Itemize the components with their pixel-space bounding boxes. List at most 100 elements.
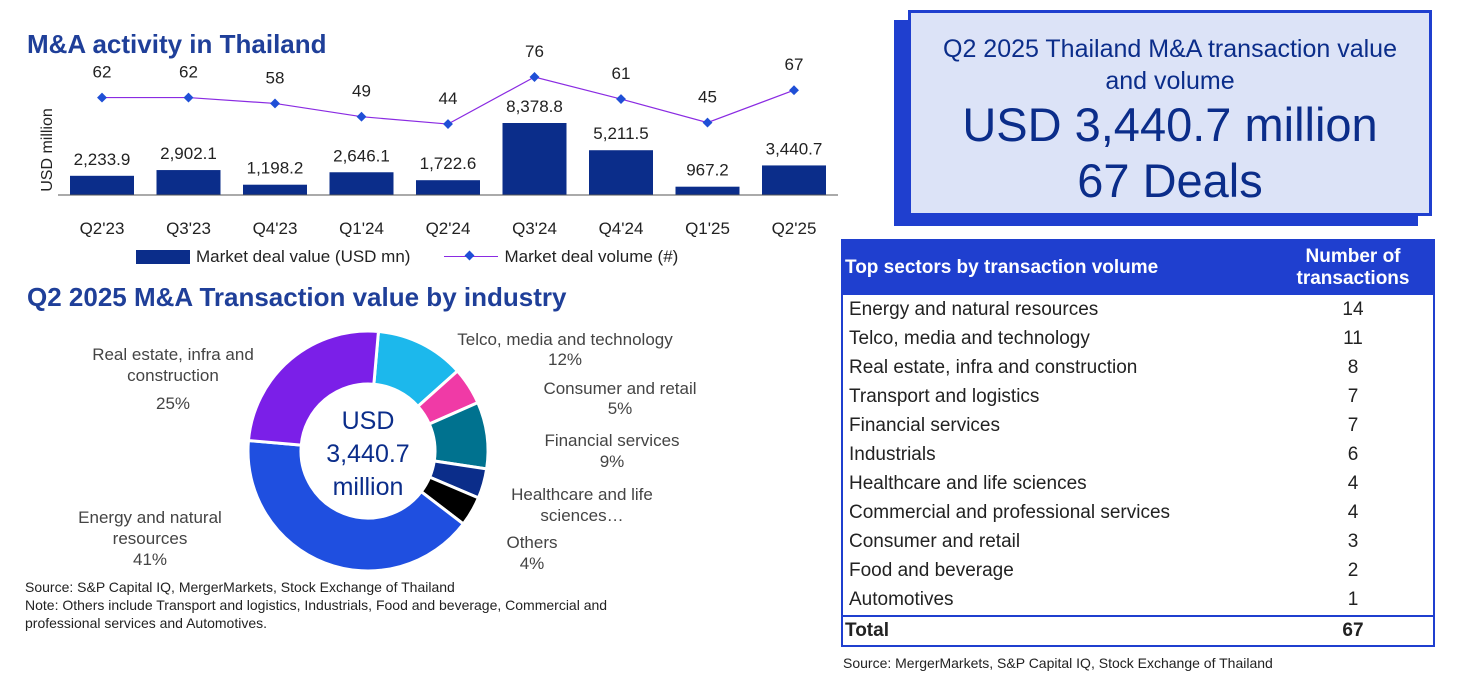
slice-name-label: Others bbox=[506, 533, 557, 552]
donut-center-label: million bbox=[333, 473, 404, 501]
slice-name-line: construction bbox=[127, 366, 219, 385]
industry-donut-chart: USD 3,440.7 million Telco, media and techn… bbox=[78, 329, 697, 573]
sector-table: Top sectors by transaction volume Number… bbox=[841, 239, 1435, 648]
x-tick-label: Q4'24 bbox=[599, 219, 644, 238]
kpi-box: Q2 2025 Thailand M&A transaction value a… bbox=[908, 10, 1432, 216]
row-count: 7 bbox=[1347, 385, 1359, 407]
slice-pct-label: 12% bbox=[548, 350, 582, 369]
volume-point bbox=[183, 92, 194, 103]
table-header: Top sectors by transaction volume Number… bbox=[843, 241, 1433, 295]
kpi-subtitle: Q2 2025 Thailand M&A transaction value a… bbox=[943, 35, 1397, 95]
donut-slice bbox=[246, 438, 466, 573]
bar bbox=[675, 186, 740, 195]
slice-name-line: Healthcare and life bbox=[511, 485, 653, 504]
row-sector: Transport and logistics bbox=[849, 385, 1040, 407]
legend-swatch-bar bbox=[136, 250, 190, 264]
donut-slice bbox=[246, 329, 381, 447]
volume-value-label: 62 bbox=[179, 63, 198, 82]
bar-value-label: 8,378.8 bbox=[506, 97, 563, 116]
x-tick-label: Q1'25 bbox=[685, 219, 730, 238]
row-count: 6 bbox=[1347, 444, 1359, 466]
row-sector: Industrials bbox=[849, 444, 936, 466]
bar bbox=[762, 165, 826, 195]
bar bbox=[589, 150, 653, 195]
row-count: 3 bbox=[1347, 531, 1359, 553]
volume-point bbox=[789, 85, 799, 96]
volume-point bbox=[443, 119, 453, 129]
volume-point bbox=[529, 72, 540, 82]
kpi-deals: 67 Deals bbox=[1077, 154, 1263, 207]
table-row: Telco, media and technology 11 bbox=[843, 324, 1433, 353]
row-count: 14 bbox=[1342, 298, 1364, 320]
slice-name-line: sciences… bbox=[540, 506, 623, 525]
row-sector: Real estate, infra and construction bbox=[849, 356, 1138, 378]
total-label: Total bbox=[845, 620, 889, 642]
row-sector: Healthcare and life sciences bbox=[849, 473, 1087, 495]
table-row: Healthcare and life sciences 4 bbox=[843, 470, 1433, 499]
table-row: Energy and natural resources 14 bbox=[843, 295, 1433, 324]
volume-value-label: 67 bbox=[785, 55, 804, 74]
note-line-1: Note: Others include Transport and logis… bbox=[25, 597, 608, 613]
table-source: Source: MergerMarkets, S&P Capital IQ, S… bbox=[843, 655, 1273, 671]
table-row: Industrials 6 bbox=[843, 440, 1433, 469]
legend-item-volume: Market deal volume (#) bbox=[444, 247, 678, 267]
table-row: Automotives 1 bbox=[843, 586, 1433, 615]
legend-label-volume: Market deal volume (#) bbox=[504, 247, 679, 266]
bar bbox=[502, 123, 567, 195]
volume-point bbox=[616, 94, 626, 104]
activity-legend: Market deal value (USD mn) Market deal v… bbox=[136, 247, 712, 267]
volume-point bbox=[270, 98, 280, 109]
volume-point bbox=[356, 111, 367, 122]
slice-name-label: Real estate, infra and construction bbox=[92, 345, 254, 385]
bar-value-label: 3,440.7 bbox=[766, 139, 823, 158]
kpi-value: USD 3,440.7 million bbox=[962, 98, 1378, 151]
slice-name-label: Energy and natural resources bbox=[78, 508, 222, 548]
x-tick-label: Q4'23 bbox=[253, 219, 298, 238]
slice-pct-label: 4% bbox=[520, 554, 545, 573]
bar-value-label: 967.2 bbox=[686, 161, 729, 180]
slice-pct-label: 5% bbox=[608, 399, 633, 418]
row-sector: Food and beverage bbox=[849, 560, 1014, 582]
x-tick-label: Q2'24 bbox=[426, 219, 471, 238]
row-count: 4 bbox=[1347, 473, 1359, 495]
legend-item-value: Market deal value (USD mn) bbox=[136, 247, 410, 267]
note-line-2: professional services and Automotives. bbox=[25, 615, 268, 631]
x-tick-label: Q2'23 bbox=[80, 219, 125, 238]
table-row: Commercial and professional services 4 bbox=[843, 499, 1433, 528]
table-row: Food and beverage 2 bbox=[843, 557, 1433, 586]
volume-value-label: 62 bbox=[93, 63, 112, 82]
total-value: 67 bbox=[1342, 620, 1364, 642]
bar-value-label: 1,722.6 bbox=[420, 154, 477, 173]
y-axis-label: USD million bbox=[39, 108, 56, 192]
row-count: 8 bbox=[1347, 356, 1359, 378]
volume-value-label: 49 bbox=[352, 82, 371, 101]
table-row: Financial services 7 bbox=[843, 411, 1433, 440]
legend-swatch-line bbox=[444, 250, 499, 264]
bar bbox=[70, 175, 134, 195]
industry-chart-title: Q2 2025 M&A Transaction value by industr… bbox=[27, 282, 567, 312]
bar-value-label: 5,211.5 bbox=[593, 124, 648, 143]
slice-name-line: Real estate, infra and bbox=[92, 345, 254, 364]
row-count: 1 bbox=[1347, 589, 1359, 611]
x-tick-label: Q3'23 bbox=[166, 219, 211, 238]
slice-name-line: Energy and natural bbox=[78, 508, 222, 527]
table-row: Transport and logistics 7 bbox=[843, 382, 1433, 411]
volume-point bbox=[97, 92, 107, 103]
row-count: 11 bbox=[1343, 327, 1363, 349]
volume-value-label: 44 bbox=[439, 89, 458, 108]
slice-pct-label: 9% bbox=[600, 452, 625, 471]
bar-value-label: 2,646.1 bbox=[333, 146, 390, 165]
bar bbox=[329, 172, 394, 195]
activity-chart: USD million 2,233.9 2,902.1 1,198.2 2,646.1… bbox=[39, 42, 838, 238]
header-sector: Top sectors by transaction volume bbox=[845, 257, 1159, 278]
volume-value-label: 76 bbox=[525, 42, 544, 61]
donut-center-label: 3,440.7 bbox=[326, 440, 409, 468]
header-count: Number of transactions bbox=[1296, 246, 1410, 289]
bar bbox=[416, 180, 480, 195]
volume-value-label: 61 bbox=[612, 64, 631, 83]
table-row: Real estate, infra and construction 8 bbox=[843, 353, 1433, 382]
table-total-row: Total 67 bbox=[843, 615, 1433, 645]
slice-name-label: Telco, media and technology bbox=[457, 330, 673, 349]
row-count: 2 bbox=[1347, 560, 1359, 582]
x-tick-label: Q1'24 bbox=[339, 219, 384, 238]
